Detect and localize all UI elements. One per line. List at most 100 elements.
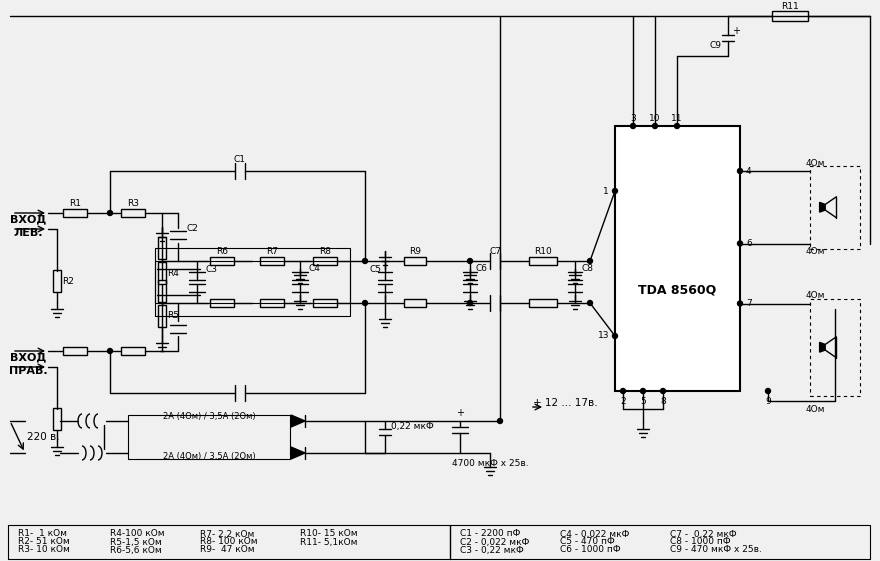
Text: 1: 1	[604, 186, 609, 195]
Circle shape	[363, 301, 368, 306]
Bar	[158, 262, 166, 284]
Text: 4Ом: 4Ом	[805, 291, 825, 300]
Bar	[529, 257, 557, 265]
Text: 4: 4	[746, 167, 752, 176]
Text: R4-100 кОм: R4-100 кОм	[110, 530, 165, 539]
Text: ПРАВ.: ПРАВ.	[9, 366, 48, 376]
Circle shape	[467, 259, 473, 264]
Text: C3 - 0,22 мкФ: C3 - 0,22 мкФ	[460, 545, 524, 554]
Text: C5: C5	[369, 264, 381, 274]
Text: 9: 9	[765, 397, 771, 406]
Text: C8: C8	[581, 264, 593, 273]
Text: R8: R8	[319, 246, 331, 255]
Bar	[155, 261, 350, 316]
Text: R6: R6	[216, 246, 228, 255]
Bar	[155, 248, 350, 303]
Text: R3: R3	[127, 199, 139, 208]
Circle shape	[588, 301, 592, 306]
Text: ЛЕВ.: ЛЕВ.	[13, 228, 43, 238]
Bar	[158, 280, 166, 302]
Circle shape	[766, 389, 771, 393]
Bar	[313, 257, 337, 265]
Circle shape	[652, 123, 657, 128]
Bar	[158, 237, 166, 259]
Text: 220 в.: 220 в.	[26, 432, 59, 442]
Text: C4: C4	[308, 264, 320, 273]
Circle shape	[588, 259, 592, 264]
Text: TDA 8560Q: TDA 8560Q	[638, 284, 716, 297]
Text: 5: 5	[640, 397, 646, 406]
Text: R9: R9	[409, 246, 421, 255]
Circle shape	[737, 241, 743, 246]
Bar	[53, 270, 61, 292]
Text: ВХОД: ВХОД	[10, 214, 46, 224]
Text: ВХОД: ВХОД	[10, 352, 46, 362]
Text: C5 - 470 пФ: C5 - 470 пФ	[560, 537, 615, 546]
Text: C6 - 1000 пФ: C6 - 1000 пФ	[560, 545, 620, 554]
Text: C7: C7	[489, 246, 501, 255]
Bar	[260, 299, 284, 307]
Text: C7 -  0,22 мкФ: C7 - 0,22 мкФ	[670, 530, 737, 539]
Text: C2 - 0,022 мкФ: C2 - 0,022 мкФ	[460, 537, 530, 546]
Text: 13: 13	[598, 332, 609, 341]
Text: 7: 7	[746, 299, 752, 308]
Text: 3: 3	[630, 113, 636, 122]
Text: C9: C9	[710, 40, 722, 49]
Bar	[210, 299, 234, 307]
Text: C4 - 0,022 мкФ: C4 - 0,022 мкФ	[560, 530, 629, 539]
Circle shape	[497, 419, 502, 424]
Text: R3- 10 кОм: R3- 10 кОм	[18, 545, 70, 554]
Text: R6-5,6 кОм: R6-5,6 кОм	[110, 545, 162, 554]
Text: C8 - 1000 пФ: C8 - 1000 пФ	[670, 537, 730, 546]
Circle shape	[674, 123, 679, 128]
Text: +: +	[456, 408, 464, 418]
Circle shape	[661, 389, 665, 393]
Text: 2А (4Ом) / 3,5А (2Ом): 2А (4Ом) / 3,5А (2Ом)	[163, 453, 255, 462]
Text: R5: R5	[167, 311, 179, 320]
Text: R11- 5,1кОм: R11- 5,1кОм	[300, 537, 357, 546]
Text: R7- 2,2 кОм: R7- 2,2 кОм	[200, 530, 254, 539]
Text: C1 - 2200 пФ: C1 - 2200 пФ	[460, 530, 520, 539]
Circle shape	[630, 123, 635, 128]
Bar	[404, 257, 426, 265]
Text: R10- 15 кОм: R10- 15 кОм	[300, 530, 357, 539]
Circle shape	[363, 259, 368, 264]
Circle shape	[612, 333, 618, 338]
Bar	[404, 299, 426, 307]
Text: R1-  1 кОм: R1- 1 кОм	[18, 530, 67, 539]
Bar	[63, 347, 87, 355]
Polygon shape	[819, 342, 825, 352]
Text: 2: 2	[620, 397, 626, 406]
Bar	[53, 408, 61, 430]
Text: R8- 100 кОм: R8- 100 кОм	[200, 537, 258, 546]
Text: R9-  47 кОм: R9- 47 кОм	[200, 545, 254, 554]
Bar	[260, 257, 284, 265]
Text: 4Ом: 4Ом	[805, 159, 825, 168]
Text: R2: R2	[62, 277, 74, 286]
Text: 8: 8	[660, 397, 666, 406]
Bar	[313, 299, 337, 307]
Text: +: +	[732, 26, 740, 36]
Circle shape	[641, 389, 646, 393]
Bar	[210, 257, 234, 265]
Text: 2А (4Ом) / 3,5А (2Ом): 2А (4Ом) / 3,5А (2Ом)	[163, 412, 255, 421]
Circle shape	[467, 301, 473, 306]
Text: R10: R10	[534, 246, 552, 255]
Text: 6: 6	[746, 239, 752, 248]
Bar	[772, 11, 808, 21]
Text: C2: C2	[186, 223, 198, 232]
Circle shape	[107, 348, 113, 353]
Bar	[63, 209, 87, 217]
Circle shape	[737, 301, 743, 306]
Text: 11: 11	[671, 113, 683, 122]
Text: C6: C6	[476, 264, 488, 273]
Text: R4: R4	[167, 269, 179, 278]
Text: + 12 ... 17в.: + 12 ... 17в.	[532, 398, 598, 408]
Bar	[158, 305, 166, 327]
Bar	[128, 415, 290, 459]
Text: R7: R7	[266, 246, 278, 255]
Text: 10: 10	[649, 113, 661, 122]
Text: C3: C3	[205, 264, 217, 274]
Text: 0,22 мкФ: 0,22 мкФ	[391, 422, 433, 431]
Text: 4700 мкФ х 25в.: 4700 мкФ х 25в.	[451, 458, 528, 467]
